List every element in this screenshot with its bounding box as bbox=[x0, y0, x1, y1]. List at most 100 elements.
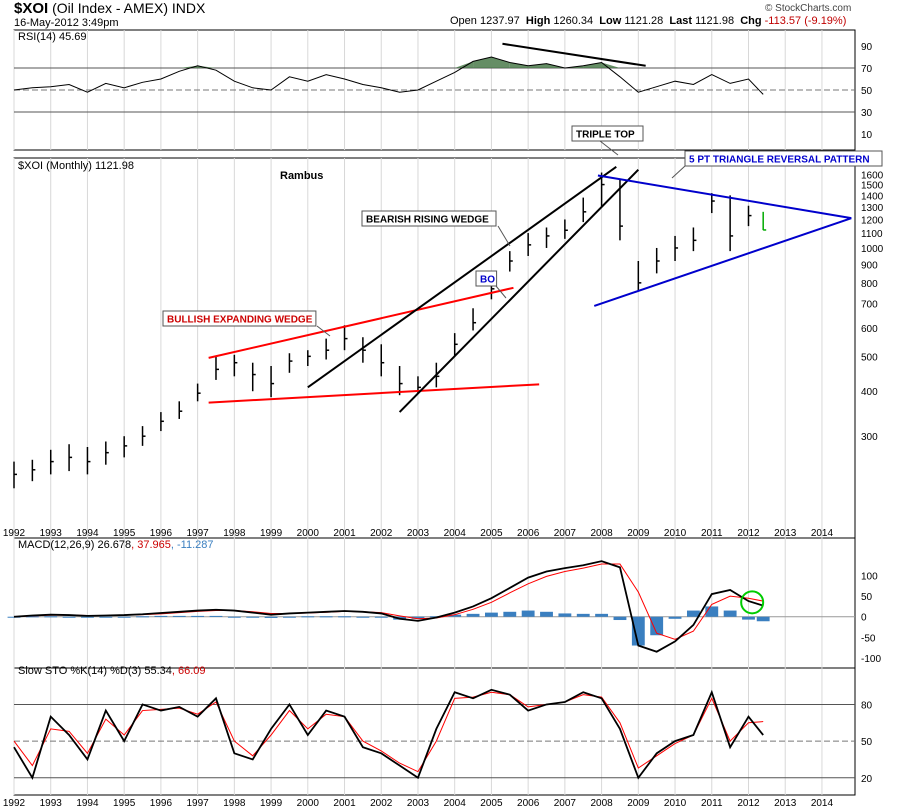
macd-histogram-bar bbox=[301, 616, 315, 618]
sto-year-label: 2012 bbox=[737, 798, 760, 809]
triangle-label-box bbox=[684, 150, 883, 167]
price-year-label: 2003 bbox=[407, 528, 430, 539]
macd-histogram-bar bbox=[503, 611, 517, 617]
macd-histogram-bar bbox=[558, 613, 572, 617]
macd-histogram-bar bbox=[117, 616, 131, 618]
panel-macd-frame bbox=[13, 537, 856, 669]
macd-tick-label: -100 bbox=[861, 654, 881, 665]
triple-top-label-pointer bbox=[599, 140, 619, 156]
price-year-label: 1995 bbox=[113, 528, 136, 539]
rsi-trendline bbox=[502, 42, 646, 67]
price-year-label: 2010 bbox=[664, 528, 687, 539]
macd-histogram-bar bbox=[264, 616, 278, 618]
author-label: Rambus bbox=[280, 170, 323, 182]
sto-year-label: 2008 bbox=[590, 798, 613, 809]
macd-histogram-bar bbox=[668, 616, 682, 619]
macd-histogram-bar bbox=[246, 616, 260, 618]
sto-year-label: 2003 bbox=[407, 798, 430, 809]
sto-year-label: 2002 bbox=[370, 798, 393, 809]
rsi-tick-label: 50 bbox=[861, 86, 873, 97]
macd-histogram-bar bbox=[172, 615, 186, 617]
price-year-label: 2002 bbox=[370, 528, 393, 539]
price-year-label: 2009 bbox=[627, 528, 650, 539]
rsi-overbought-fill bbox=[491, 57, 510, 68]
rsi-tick-label: 90 bbox=[861, 42, 873, 53]
price-tick-label: 600 bbox=[861, 324, 878, 335]
macd-legend-signal: , 37.965 bbox=[131, 539, 171, 551]
price-tick-label: 1100 bbox=[861, 229, 883, 240]
price-tick-label: 1400 bbox=[861, 191, 884, 202]
macd-legend: MACD(12,26,9) 26.678, 37.965, -11.287 bbox=[18, 539, 214, 551]
rising-wedge-upper bbox=[307, 166, 617, 389]
macd-tick-label: -50 bbox=[861, 633, 876, 644]
macd-histogram-bar bbox=[540, 611, 553, 617]
chg-value: -113.57 (-9.19%) bbox=[764, 15, 847, 27]
macd-histogram-bar bbox=[650, 616, 664, 636]
macd-histogram-bar bbox=[7, 616, 21, 618]
sto-year-label: 1999 bbox=[260, 798, 283, 809]
bo-label-pointer bbox=[495, 285, 507, 299]
macd-tick-label: 100 bbox=[861, 572, 878, 583]
bo-label: BO bbox=[480, 275, 495, 286]
macd-histogram-bar bbox=[81, 616, 94, 618]
price-tick-label: 1300 bbox=[861, 203, 884, 214]
sto-tick-label: 50 bbox=[861, 737, 873, 748]
sto-year-label: 2005 bbox=[480, 798, 503, 809]
macd-legend-macd: 26.678 bbox=[94, 539, 131, 551]
triple-top-label-box bbox=[571, 125, 644, 142]
price-year-label: 2004 bbox=[444, 528, 467, 539]
expanding-wedge-label: BULLISH EXPANDING WEDGE bbox=[167, 315, 313, 326]
price-year-label: 1997 bbox=[186, 528, 209, 539]
price-tick-label: 800 bbox=[861, 279, 878, 290]
macd-histogram-bar bbox=[613, 616, 627, 621]
price-year-label: 2011 bbox=[701, 528, 723, 539]
macd-histogram-bar bbox=[742, 616, 755, 620]
symbol-description: (Oil Index - AMEX) INDX bbox=[52, 0, 206, 16]
price-year-label: 2001 bbox=[333, 528, 356, 539]
symbol-title: $XOI (Oil Index - AMEX) INDX bbox=[14, 0, 205, 17]
price-year-label: 2012 bbox=[737, 528, 760, 539]
sto-legend-k: 55.34 bbox=[141, 665, 172, 677]
sto-legend-d: , 66.09 bbox=[172, 665, 206, 677]
expanding-wedge-upper bbox=[208, 286, 514, 359]
price-year-label: 1996 bbox=[150, 528, 173, 539]
open-label: Open bbox=[450, 15, 477, 27]
rsi-tick-label: 70 bbox=[861, 64, 873, 75]
macd-histogram-bar bbox=[154, 615, 168, 617]
sto-year-label: 2013 bbox=[774, 798, 797, 809]
sto-year-label: 1994 bbox=[76, 798, 99, 809]
macd-histogram-bar bbox=[338, 616, 351, 618]
macd-histogram-bar bbox=[576, 613, 590, 617]
price-tick-label: 900 bbox=[861, 260, 878, 271]
macd-histogram-bar bbox=[136, 616, 149, 618]
macd-histogram-bar bbox=[62, 616, 76, 618]
macd-histogram-bar bbox=[227, 616, 241, 618]
price-tick-label: 1600 bbox=[861, 170, 884, 181]
macd-highlight-circle bbox=[740, 590, 765, 615]
price-year-label: 1994 bbox=[76, 528, 99, 539]
macd-histogram-bar bbox=[484, 612, 498, 617]
watermark: © StockCharts.com bbox=[765, 3, 852, 14]
macd-histogram-bar bbox=[25, 616, 39, 618]
sto-tick-label: 80 bbox=[861, 700, 873, 711]
macd-histogram-bar bbox=[705, 606, 719, 617]
sto-year-label: 2009 bbox=[627, 798, 650, 809]
macd-tick-label: 50 bbox=[861, 592, 873, 603]
sto-tick-label: 20 bbox=[861, 774, 873, 785]
macd-histogram-bar bbox=[756, 616, 770, 622]
expanding-wedge-lower bbox=[208, 383, 540, 404]
macd-histogram-bar bbox=[209, 615, 223, 617]
sto-year-label: 2014 bbox=[811, 798, 834, 809]
macd-histogram-bar bbox=[99, 616, 113, 618]
rsi-overbought-fill bbox=[583, 62, 602, 68]
price-year-label: 1998 bbox=[223, 528, 246, 539]
price-year-label: 1993 bbox=[40, 528, 63, 539]
high-label: High bbox=[525, 15, 551, 27]
triangle-lower bbox=[593, 217, 852, 307]
macd-histogram-bar bbox=[521, 610, 535, 617]
high-value: 1260.34 bbox=[553, 15, 594, 27]
macd-histogram-bar bbox=[356, 616, 370, 618]
price-year-label: 2007 bbox=[554, 528, 577, 539]
triple-top-label: TRIPLE TOP bbox=[576, 130, 635, 141]
rising-wedge-label-pointer bbox=[497, 225, 511, 247]
